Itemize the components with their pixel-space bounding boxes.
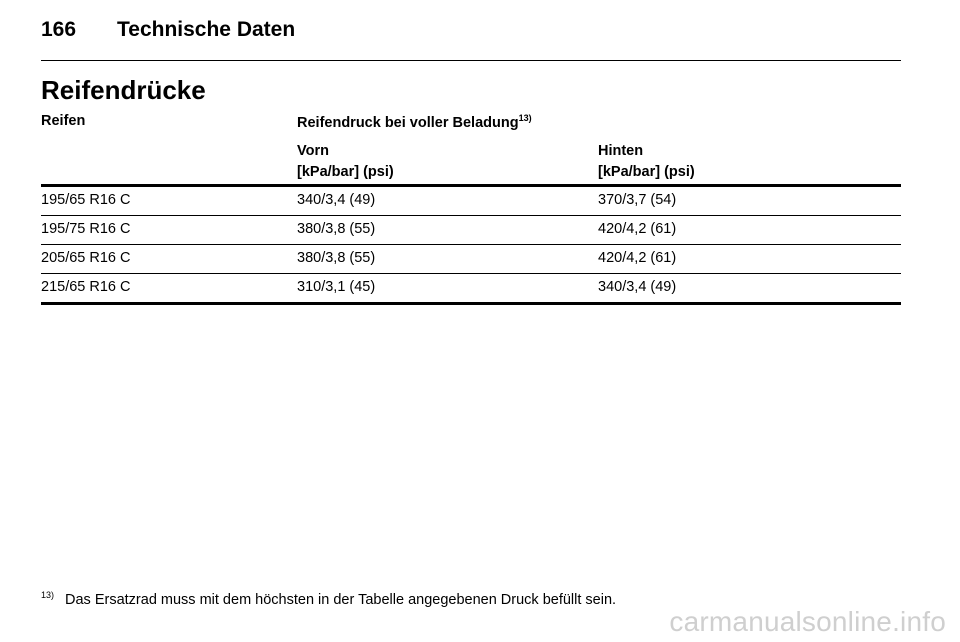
col-header-pressure-label: Reifendruck bei voller Beladung [297, 115, 519, 131]
table-row: 215/65 R16 C 310/3,1 (45) 340/3,4 (49) [41, 274, 901, 302]
front-pressure: 380/3,8 (55) [297, 221, 376, 237]
rear-pressure: 420/4,2 (61) [598, 250, 677, 266]
table-row: 195/65 R16 C 340/3,4 (49) 370/3,7 (54) [41, 187, 901, 215]
col-header-front: Vorn [kPa/bar] (psi) [297, 141, 394, 183]
footnote: 13) Das Ersatzrad muss mit dem höchsten i… [41, 590, 616, 608]
rear-pressure: 420/4,2 (61) [598, 221, 677, 237]
col-header-tyre: Reifen [41, 113, 86, 129]
rear-pressure: 340/3,4 (49) [598, 279, 677, 295]
footnote-ref: 13) [518, 113, 532, 123]
col-header-rear-unit: [kPa/bar] (psi) [598, 164, 695, 180]
chapter-title: Technische Daten [117, 18, 296, 41]
watermark: carmanualsonline.info [669, 606, 946, 637]
col-header-front-label: Vorn [297, 143, 329, 159]
row-divider [41, 273, 901, 274]
page-header: 166 Technische Daten [41, 18, 295, 42]
table-row: 195/75 R16 C 380/3,8 (55) 420/4,2 (61) [41, 216, 901, 244]
front-pressure: 340/3,4 (49) [297, 192, 376, 208]
footnote-mark: 13) [41, 590, 55, 600]
table-header: Reifen Reifendruck bei voller Beladung13… [41, 108, 901, 184]
col-header-rear: Hinten [kPa/bar] (psi) [598, 141, 695, 183]
tyre-size: 205/65 R16 C [41, 250, 131, 266]
table-row: 205/65 R16 C 380/3,8 (55) 420/4,2 (61) [41, 245, 901, 273]
tyre-pressure-table: Reifen Reifendruck bei voller Beladung13… [41, 108, 901, 305]
header-rule [41, 60, 901, 61]
header-bottom-rule [41, 184, 901, 187]
row-divider [41, 244, 901, 245]
table-bottom-rule [41, 302, 901, 305]
col-header-front-unit: [kPa/bar] (psi) [297, 164, 394, 180]
tyre-size: 215/65 R16 C [41, 279, 131, 295]
section-title: Reifendrücke [41, 75, 206, 105]
col-header-rear-label: Hinten [598, 143, 644, 159]
tyre-size: 195/75 R16 C [41, 221, 131, 237]
front-pressure: 310/3,1 (45) [297, 279, 376, 295]
rear-pressure: 370/3,7 (54) [598, 192, 677, 208]
col-header-pressure: Reifendruck bei voller Beladung13) [297, 113, 532, 131]
front-pressure: 380/3,8 (55) [297, 250, 376, 266]
footnote-text: Das Ersatzrad muss mit dem höchsten in d… [65, 592, 617, 608]
tyre-size: 195/65 R16 C [41, 192, 131, 208]
page-number: 166 [41, 18, 77, 41]
row-divider [41, 215, 901, 216]
